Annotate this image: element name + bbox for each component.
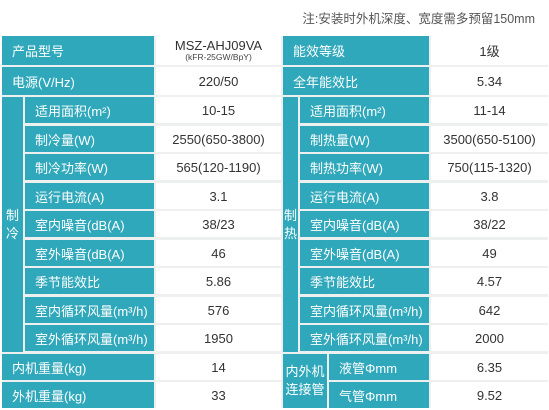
cooling-row-value: 1950	[156, 325, 281, 351]
cooling-row-label: 适用面积(m²)	[25, 97, 154, 123]
apf-label: 全年能效比	[283, 67, 429, 95]
heating-row-value: 3500(650-5100)	[431, 126, 548, 152]
cooling-row-label: 季节能效比	[25, 268, 154, 294]
indoor-weight-value: 14	[156, 354, 281, 380]
cooling-row-value: 5.86	[156, 268, 281, 294]
liquid-pipe-label: 液管Φmm	[329, 354, 429, 380]
cooling-row-label: 运行电流(A)	[25, 183, 154, 209]
heating-row-value: 750(115-1320)	[431, 154, 548, 180]
cooling-row-label: 室内噪音(dB(A)	[25, 211, 154, 237]
model-name: MSZ-AHJ09VA	[174, 38, 263, 54]
cooling-row-label: 制冷功率(W)	[25, 154, 154, 180]
power-label: 电源(V/Hz)	[2, 67, 154, 95]
cooling-row-value: 576	[156, 297, 281, 323]
heating-row-value: 11-14	[431, 97, 548, 123]
cooling-row-label: 室外循环风量(m³/h)	[25, 325, 154, 351]
outdoor-weight-label: 外机重量(kg)	[2, 382, 154, 408]
heating-row-value: 38/22	[431, 211, 548, 237]
gas-pipe-value: 9.52	[431, 382, 548, 408]
heating-row-label: 室外噪音(dB(A)	[300, 240, 429, 266]
energy-class-label: 能效等级	[283, 36, 429, 65]
heating-row-value: 49	[431, 240, 548, 266]
heating-row-value: 2000	[431, 325, 548, 351]
heating-row-value: 642	[431, 297, 548, 323]
gas-pipe-label: 气管Φmm	[329, 382, 429, 408]
pipe-group-label: 内外机 连接管	[283, 354, 327, 408]
heating-row-value: 3.8	[431, 183, 548, 209]
installation-note: 注:安装时外机深度、宽度需多预留150mm	[302, 12, 535, 26]
cooling-row-value: 565(120-1190)	[156, 154, 281, 180]
heating-row-label: 制热量(W)	[300, 126, 429, 152]
heating-row-label: 室外循环风量(m³/h)	[300, 325, 429, 351]
model-sub: (kFR-25GW/BpY)	[185, 52, 252, 63]
power-value: 220/50	[156, 67, 281, 95]
cooling-row-value: 10-15	[156, 97, 281, 123]
heating-row-label: 室内循环风量(m³/h)	[300, 297, 429, 323]
spec-table: 产品型号 MSZ-AHJ09VA (kFR-25GW/BpY) 能效等级 1级 …	[2, 36, 548, 408]
cooling-row-label: 制冷量(W)	[25, 126, 154, 152]
model-value: MSZ-AHJ09VA (kFR-25GW/BpY)	[156, 36, 281, 65]
heating-row-label: 运行电流(A)	[300, 183, 429, 209]
heating-row-label: 适用面积(m²)	[300, 97, 429, 123]
cooling-row-value: 38/23	[156, 211, 281, 237]
indoor-weight-label: 内机重量(kg)	[2, 354, 154, 380]
cooling-row-value: 2550(650-3800)	[156, 126, 281, 152]
apf-value: 5.34	[431, 67, 548, 95]
cooling-group-label: 制 冷	[2, 97, 23, 352]
cooling-row-label: 室内循环风量(m³/h)	[25, 297, 154, 323]
cooling-row-label: 室外噪音(dB(A)	[25, 240, 154, 266]
heating-row-label: 室内噪音(dB(A)	[300, 211, 429, 237]
outdoor-weight-value: 33	[156, 382, 281, 408]
heating-row-label: 制热功率(W)	[300, 154, 429, 180]
model-label: 产品型号	[2, 36, 154, 65]
energy-class-value: 1级	[431, 36, 548, 65]
liquid-pipe-value: 6.35	[431, 354, 548, 380]
heating-group-label: 制 热	[283, 97, 298, 352]
cooling-row-value: 3.1	[156, 183, 281, 209]
heating-row-value: 4.57	[431, 268, 548, 294]
cooling-row-value: 46	[156, 240, 281, 266]
heating-row-label: 季节能效比	[300, 268, 429, 294]
